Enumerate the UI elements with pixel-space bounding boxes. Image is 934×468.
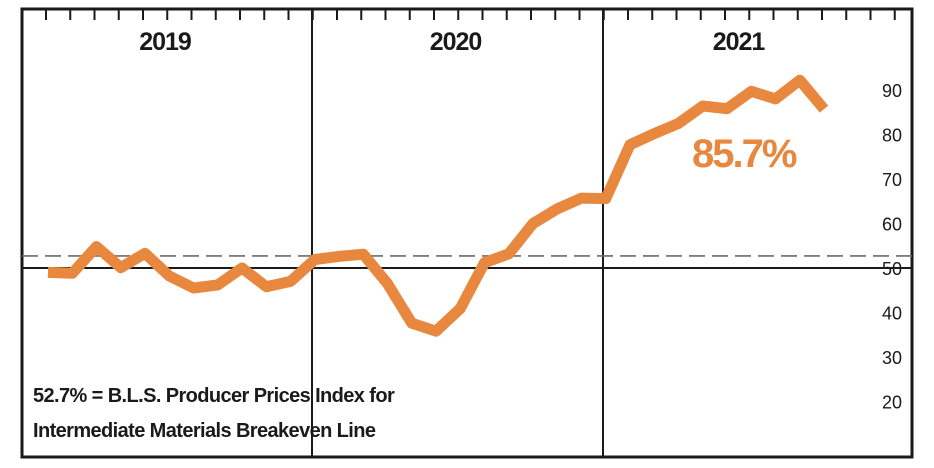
series-point	[191, 286, 196, 291]
y-tick-label: 60	[882, 215, 902, 235]
y-tick-label: 30	[882, 348, 902, 368]
series-point	[797, 78, 802, 83]
breakeven-note-line-2: Intermediate Materials Breakeven Line	[33, 420, 376, 442]
series-point	[167, 274, 172, 279]
series-point	[94, 244, 99, 249]
year-label: 2021	[713, 28, 766, 56]
series-point	[143, 251, 148, 256]
series-point	[240, 266, 245, 271]
series-point	[434, 329, 439, 334]
series-point	[725, 106, 730, 111]
y-axis-tick-labels: 20 30 40 50 60 70 80 90	[882, 81, 902, 413]
series-point	[822, 107, 827, 112]
y-tick-label: 70	[882, 170, 902, 190]
series-point	[70, 271, 75, 276]
series-line	[47, 74, 829, 337]
y-tick-label: 80	[882, 126, 902, 146]
series-point	[409, 321, 414, 326]
y-tick-label: 20	[882, 393, 902, 413]
series-point	[773, 96, 778, 101]
series-point	[482, 260, 487, 265]
series-point	[46, 270, 51, 275]
series-point	[264, 284, 269, 289]
series-point	[337, 254, 342, 259]
series-point	[531, 221, 536, 226]
series-point	[312, 257, 317, 262]
y-tick-label: 90	[882, 81, 902, 101]
series-point	[700, 104, 705, 109]
series-point	[506, 251, 511, 256]
series-point	[652, 131, 657, 136]
series-point	[361, 252, 366, 257]
year-dividers	[311, 9, 604, 457]
series-point	[555, 206, 560, 211]
last-value-callout: 85.7%	[692, 132, 797, 176]
series-point	[118, 265, 123, 270]
year-label: 2020	[430, 28, 482, 56]
series-point	[749, 89, 754, 94]
series-point	[579, 196, 584, 201]
series-point	[385, 281, 390, 286]
top-tick-marks	[45, 9, 896, 20]
year-labels: 2019 2020 2021	[139, 28, 766, 56]
plot-frame	[20, 7, 914, 459]
y-tick-label: 40	[882, 304, 902, 324]
breakeven-note-line-1: 52.7% = B.L.S. Producer Prices Index for	[33, 385, 395, 407]
series-point	[288, 279, 293, 284]
series-point	[603, 196, 608, 201]
series-point	[458, 306, 463, 311]
series-point	[215, 282, 220, 287]
series-point	[628, 142, 633, 147]
series-point	[676, 121, 681, 126]
year-label: 2019	[139, 28, 191, 56]
y-tick-label: 50	[882, 259, 902, 279]
